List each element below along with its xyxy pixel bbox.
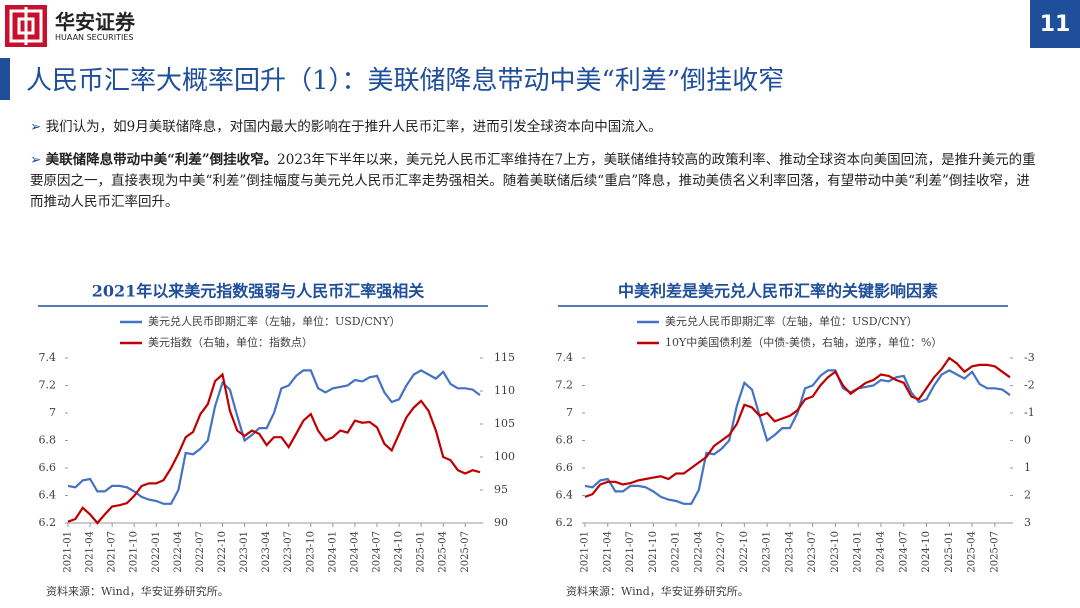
y2-tick-label: 90	[494, 516, 508, 529]
page-number: 11	[1030, 0, 1080, 48]
brand-en: HUAAN SECURITIES	[55, 33, 134, 42]
bullet: ➢ 我们认为，如9月美联储降息，对国内最大的影响在于推升人民币汇率，进而引发全球…	[30, 119, 662, 135]
y2-tick-label: 100	[494, 450, 515, 463]
x-tick-label: 2024-07	[898, 531, 909, 573]
legend-label: 10Y中美国债利差（中债-美债，右轴，逆序，单位：%）	[665, 335, 942, 349]
x-tick-label: 2022-01	[671, 531, 682, 573]
chart-title: 2021年以来美元指数强弱与人民币汇率强相关	[92, 282, 425, 301]
y2-tick-label: 3	[1024, 516, 1031, 529]
x-tick-label: 2022-04	[173, 531, 184, 573]
y2-tick-label: 110	[494, 384, 515, 397]
series-line	[584, 369, 1011, 505]
x-tick-label: 2025-04	[438, 531, 449, 573]
y-tick-label: 6.2	[39, 516, 57, 529]
x-tick-label: 2021-10	[648, 531, 659, 573]
x-tick-label: 2025-01	[416, 531, 427, 573]
legend-label: 美元兑人民币即期汇率（左轴，单位：USD/CNY）	[665, 314, 918, 328]
x-tick-label: 2022-01	[151, 531, 162, 573]
y-tick-label: 6.8	[556, 434, 574, 447]
y2-tick-label: 1	[1024, 461, 1031, 474]
logo	[5, 5, 47, 47]
y-tick-label: 6.6	[556, 461, 574, 474]
x-tick-label: 2021-07	[107, 531, 118, 573]
y-tick-label: 6.6	[39, 461, 57, 474]
x-tick-label: 2025-07	[460, 531, 471, 573]
x-tick-label: 2025-01	[944, 531, 955, 573]
y2-tick-label: -2	[1024, 379, 1035, 392]
x-tick-label: 2024-01	[327, 531, 338, 573]
x-tick-label: 2021-01	[580, 531, 591, 573]
legend-label: 美元兑人民币即期汇率（左轴，单位：USD/CNY）	[148, 314, 401, 328]
x-tick-label: 2023-04	[784, 531, 795, 573]
x-tick-label: 2025-07	[989, 531, 1000, 573]
y-tick-label: 7	[566, 406, 573, 419]
x-tick-label: 2023-10	[830, 531, 841, 573]
series-line	[584, 356, 1011, 498]
x-tick-label: 2022-10	[739, 531, 750, 573]
x-tick-label: 2022-07	[716, 531, 727, 573]
x-tick-label: 2023-04	[261, 531, 272, 573]
y-tick-label: 6.8	[39, 434, 57, 447]
y2-tick-label: 0	[1024, 434, 1031, 447]
slide-title: 人民币汇率大概率回升（1）：美联储降息带动中美“利差”倒挂收窄	[26, 66, 785, 96]
x-tick-label: 2024-04	[875, 531, 886, 573]
y2-tick-label: -1	[1024, 406, 1035, 419]
source: 资料来源：Wind，华安证券研究所。	[566, 584, 749, 598]
x-tick-label: 2024-10	[921, 531, 932, 573]
y-tick-label: 6.4	[556, 489, 574, 502]
x-tick-label: 2023-10	[305, 531, 316, 573]
x-tick-label: 2025-04	[967, 531, 978, 573]
x-tick-label: 2021-04	[602, 531, 613, 573]
x-tick-label: 2023-01	[239, 531, 250, 573]
y2-tick-label: 95	[494, 483, 508, 496]
y2-tick-label: 2	[1024, 489, 1031, 502]
x-tick-label: 2021-07	[625, 531, 636, 573]
series-line	[67, 372, 481, 525]
x-tick-label: 2023-07	[283, 531, 294, 573]
brand: 华安证券	[55, 10, 135, 34]
source: 资料来源：Wind，华安证券研究所。	[46, 584, 229, 598]
x-tick-label: 2024-10	[394, 531, 405, 573]
x-tick-label: 2024-07	[372, 531, 383, 573]
y2-tick-label: -3	[1024, 351, 1035, 364]
x-tick-label: 2023-01	[762, 531, 773, 573]
y-tick-label: 7.4	[39, 351, 57, 364]
y-tick-label: 7	[49, 406, 56, 419]
y-tick-label: 6.4	[39, 489, 57, 502]
bullet-text: 我们认为，如9月美联储降息，对国内最大的影响在于推升人民币汇率，进而引发全球资本…	[45, 119, 662, 135]
y2-tick-label: 115	[494, 351, 515, 364]
y-tick-label: 6.2	[556, 516, 574, 529]
x-tick-label: 2022-10	[217, 531, 228, 573]
bullet-text: 2023年下半年以来，美元兑人民币汇率维持在7上方，美联储维持较高的政策利率、推…	[30, 152, 1036, 210]
x-tick-label: 2022-07	[195, 531, 206, 573]
x-tick-label: 2021-10	[129, 531, 140, 573]
bullet-bold: 美联储降息带动中美“利差”倒挂收窄。	[45, 152, 278, 168]
chart-title: 中美利差是美元兑人民币汇率的关键影响因素	[618, 282, 938, 301]
x-tick-label: 2024-04	[349, 531, 360, 573]
x-tick-label: 2024-01	[853, 531, 864, 573]
y2-tick-label: 105	[494, 417, 515, 430]
x-tick-label: 2021-04	[85, 531, 96, 573]
y-tick-label: 7.2	[556, 379, 574, 392]
y-tick-label: 7.2	[39, 379, 57, 392]
legend-label: 美元指数（右轴，单位：指数点）	[148, 335, 313, 349]
title-bar	[0, 58, 10, 100]
x-tick-label: 2022-04	[693, 531, 704, 573]
bullet: ➢ 美联储降息带动中美“利差”倒挂收窄。2023年下半年以来，美元兑人民币汇率维…	[30, 152, 1036, 210]
x-tick-label: 2021-01	[63, 531, 74, 573]
y-tick-label: 7.4	[556, 351, 574, 364]
x-tick-label: 2023-07	[807, 531, 818, 573]
